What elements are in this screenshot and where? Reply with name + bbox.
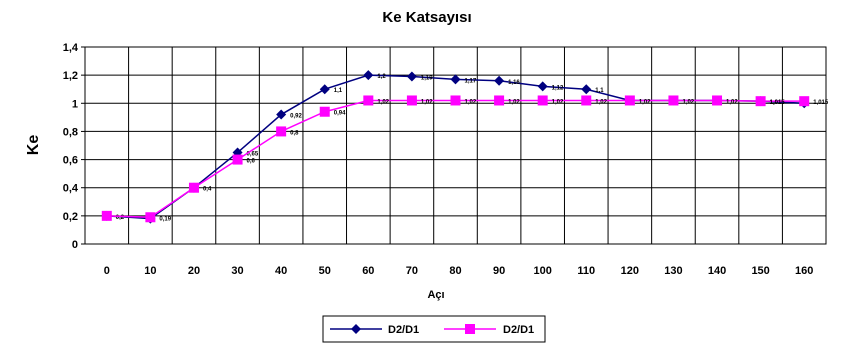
x-tick-label: 80 [449,265,461,277]
data-point [450,95,461,106]
data-point [319,106,330,117]
data-point [712,95,723,106]
x-tick-label: 50 [319,265,331,277]
data-label: 1,015 [770,100,786,106]
data-label: 1,02 [639,99,651,105]
y-tick-label: 1,2 [63,70,78,82]
legend-label: D2/D1 [388,324,419,336]
x-axis-ticks: 0 10 20 30 40 50 60 70 80 90 100 110 120 130 140 150 160 [104,265,814,277]
data-label: 1,02 [465,99,477,105]
legend-label: D2/D1 [503,324,534,336]
data-label: 0,92 [290,114,302,120]
data-point [319,84,330,95]
x-tick-label: 0 [104,265,110,277]
y-tick-label: 1 [72,98,78,110]
data-point [494,95,505,106]
data-label: 0,65 [247,152,259,158]
y-tick-label: 1,4 [63,42,79,54]
y-axis-ticks: 0 0,2 0,4 0,6 0,8 1 1,2 1,4 [63,42,85,251]
data-label: 1,1 [595,88,604,94]
data-label: 0,4 [203,187,212,193]
data-label: 0,8 [290,130,299,136]
data-point [494,75,505,86]
data-label: 1,16 [508,80,520,86]
data-point [232,154,243,165]
x-tick-label: 10 [144,265,156,277]
x-tick-label: 20 [188,265,200,277]
y-tick-label: 0,4 [63,183,79,195]
data-label: 0,19 [159,216,171,222]
data-label: 1,19 [421,76,433,82]
x-tick-label: 100 [533,265,551,277]
series-layer: 0,2 0,4 0,65 0,92 1,1 1,2 1,19 1,17 1,16 1,12 1,1 1… [101,70,829,224]
data-label: 1,02 [421,99,433,105]
x-tick-label: 60 [362,265,374,277]
data-point [799,96,810,107]
data-point [581,95,592,106]
y-tick-label: 0 [72,239,78,251]
data-label: 1,12 [552,85,564,91]
data-point [276,109,287,120]
data-point [581,84,592,95]
data-label: 1,02 [726,99,738,105]
x-tick-label: 150 [751,265,769,277]
legend-entry-1: D2/D1 [330,324,419,336]
data-point [363,70,374,81]
data-point [276,126,287,137]
x-tick-label: 40 [275,265,287,277]
legend: D2/D1 D2/D1 [322,315,546,343]
chart-title: Ke Katsayısı [382,9,471,26]
legend-entry-2: D2/D1 [444,324,534,336]
data-point [450,74,461,85]
y-tick-label: 0,8 [63,126,78,138]
x-tick-label: 70 [406,265,418,277]
data-point [668,95,679,106]
data-label: 1,02 [508,99,520,105]
data-point [624,95,635,106]
x-tick-label: 130 [664,265,682,277]
grid [85,47,826,244]
data-point [406,95,417,106]
x-tick-label: 90 [493,265,505,277]
legend-marker [465,324,475,334]
data-point [537,95,548,106]
x-tick-label: 30 [231,265,243,277]
series-line [106,99,805,219]
y-axis-title: Ke [25,135,42,156]
x-tick-label: 160 [795,265,813,277]
x-tick-label: 120 [621,265,639,277]
data-point [537,81,548,92]
y-tick-label: 0,2 [63,211,78,223]
data-point [755,96,766,107]
series-1: 0,2 0,4 0,65 0,92 1,1 1,2 1,19 1,17 1,16 1,12 1,1 1… [101,70,810,224]
data-label: 1,02 [377,99,389,105]
data-label: 0,94 [334,111,346,117]
data-label: 1,015 [813,100,829,106]
data-point [406,71,417,82]
data-label: 1,015 [770,100,786,106]
data-point [101,210,112,221]
data-label: 1,02 [595,99,607,105]
data-label: 0,2 [116,215,125,221]
legend-marker [351,324,361,334]
data-point [363,95,374,106]
data-label: 1,2 [377,74,386,80]
data-label: 1,1 [334,88,343,94]
plot-area [84,46,827,245]
x-axis-title: Açı [427,289,444,301]
data-label: 0,6 [247,159,256,165]
data-point [188,182,199,193]
data-label: 1,17 [465,78,477,84]
data-label: 1,02 [552,99,564,105]
data-label: 1,02 [682,99,694,105]
x-tick-label: 110 [577,265,595,277]
series-2: 0,19 0,6 0,8 0,94 1,02 1,02 1,02 1,02 1,02 1,02 1,… [101,95,829,223]
data-point [145,212,156,223]
y-tick-label: 0,6 [63,155,78,167]
x-tick-label: 140 [708,265,726,277]
